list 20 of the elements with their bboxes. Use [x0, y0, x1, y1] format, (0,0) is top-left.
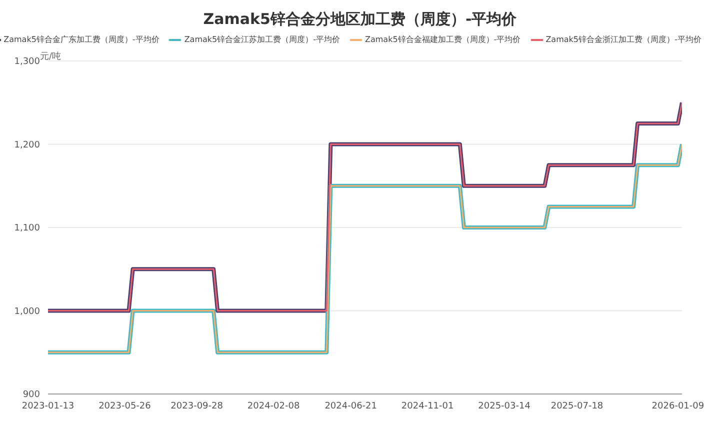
y-tick-label: 1,000	[14, 306, 40, 317]
x-tick-label: 2023-01-13	[22, 401, 74, 412]
y-tick-label: 900	[22, 390, 40, 400]
legend-label: Zamak5锌合金江苏加工费（周度）-平均价	[184, 34, 340, 45]
x-tick-label: 2023-05-26	[98, 401, 152, 412]
y-axis-title: 元/吨	[40, 50, 62, 63]
x-tick-label: 2023-09-28	[170, 401, 224, 412]
y-tick-label: 1,100	[14, 224, 40, 234]
x-tick-label: 2024-06-21	[324, 401, 378, 412]
x-tick-label: 2025-03-14	[478, 401, 531, 412]
x-tick-label: 2025-07-18	[550, 401, 604, 412]
legend-label: Zamak5锌合金福建加工费（周度）-平均价	[365, 34, 521, 45]
chart-title: Zamak5锌合金分地区加工费（周度）-平均价	[202, 9, 518, 30]
y-tick-label: 1,300	[14, 57, 40, 68]
x-tick-label: 2024-11-01	[401, 401, 454, 412]
x-tick-label: 2024-02-08	[247, 401, 300, 412]
x-tick-label: 2026-01-09	[652, 401, 704, 412]
legend-label: Zamak5锌合金广东加工费（周度）-平均价	[4, 34, 160, 45]
y-tick-label: 1,200	[14, 140, 40, 150]
legend-label: Zamak5锌合金浙江加工费（周度）-平均价	[546, 34, 702, 45]
